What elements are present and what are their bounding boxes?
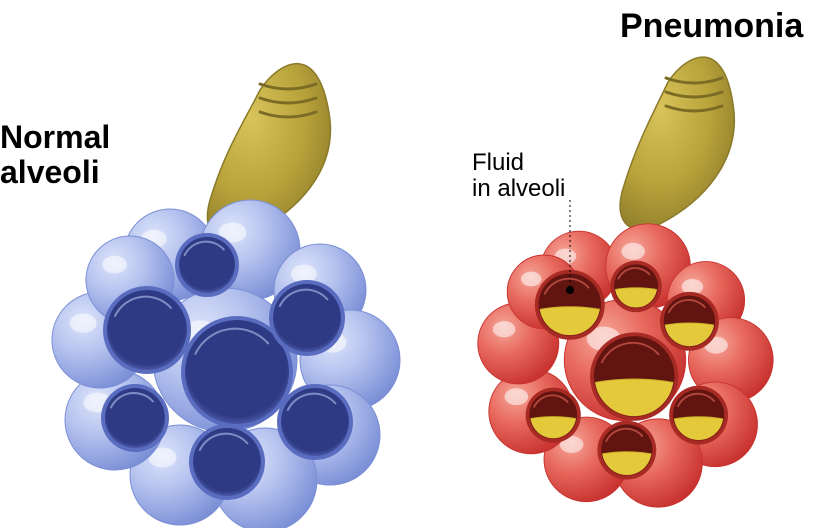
normal-hole: [179, 237, 235, 293]
highlight: [70, 314, 97, 333]
highlight: [102, 256, 127, 274]
diagram-stage: Normal alveoli Pneumonia Fluid in alveol…: [0, 0, 819, 528]
diagram-svg: [0, 0, 819, 528]
normal-hole: [193, 428, 261, 496]
normal-hole: [273, 284, 341, 352]
bronchiole: [620, 57, 734, 229]
pneumonia-cluster: [478, 224, 773, 507]
normal-cluster: [52, 200, 400, 528]
highlight: [493, 321, 516, 337]
normal-hole: [105, 388, 165, 448]
normal-hole: [281, 388, 349, 456]
highlight: [621, 243, 645, 260]
leader-dot: [566, 286, 574, 294]
normal-hole: [107, 290, 187, 370]
highlight: [504, 388, 528, 405]
highlight: [521, 272, 542, 287]
